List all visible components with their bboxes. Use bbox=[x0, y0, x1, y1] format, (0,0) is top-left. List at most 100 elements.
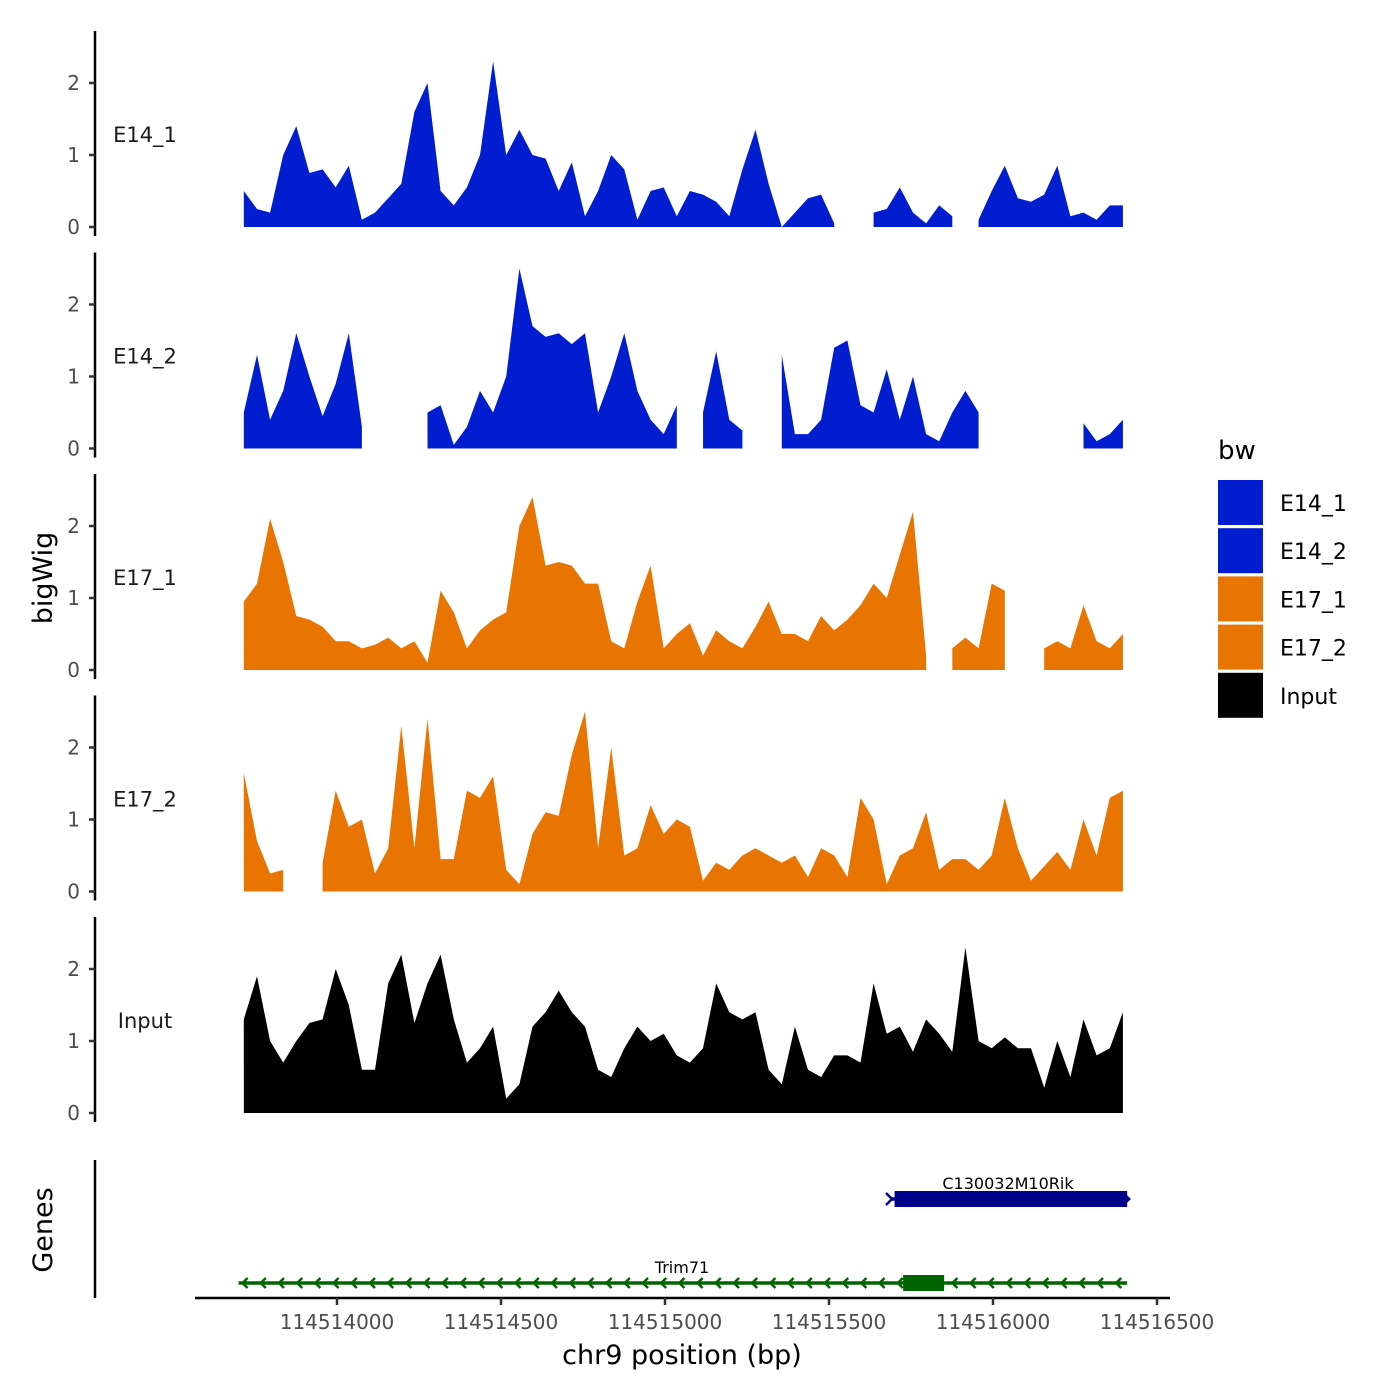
area-segment bbox=[322, 711, 1123, 892]
strand-arrow-icon bbox=[1114, 1277, 1123, 1289]
legend-swatch bbox=[1218, 528, 1263, 574]
y-tick-label: 1 bbox=[67, 143, 80, 167]
strand-arrow-icon bbox=[968, 1277, 977, 1289]
gene-trim71: Trim71 bbox=[238, 1258, 1128, 1291]
strand-arrow-icon bbox=[1005, 1277, 1013, 1289]
track-label: Input bbox=[118, 1009, 172, 1033]
y-tick-label: 0 bbox=[67, 437, 80, 461]
legend-swatch bbox=[1218, 480, 1263, 525]
area-segment bbox=[427, 268, 677, 449]
gene-label: Trim71 bbox=[654, 1258, 709, 1277]
y-tick-label: 1 bbox=[67, 365, 80, 389]
y-tick-label: 2 bbox=[67, 293, 80, 317]
strand-arrow-icon bbox=[459, 1277, 467, 1289]
strand-arrow-icon bbox=[513, 1277, 522, 1289]
track-e14-1: 0 1 2 E14_1 bbox=[67, 31, 1123, 239]
exon-block bbox=[903, 1275, 945, 1291]
y-tick-label: 2 bbox=[67, 736, 80, 760]
strand-arrow-icon bbox=[950, 1277, 959, 1289]
y-tick-label: 0 bbox=[67, 880, 80, 904]
strand-arrow-icon bbox=[441, 1277, 449, 1289]
legend-label: E17_1 bbox=[1280, 588, 1347, 613]
x-tick-label: 114515000 bbox=[608, 1310, 723, 1334]
track-e17-1: 0 1 2 E17_1 bbox=[67, 474, 1123, 682]
area-segment bbox=[781, 340, 979, 449]
strand-arrow-icon bbox=[313, 1277, 322, 1289]
y-tick-label: 0 bbox=[67, 215, 80, 239]
y-tick-label: 2 bbox=[67, 957, 80, 981]
legend-swatch bbox=[1218, 624, 1263, 670]
x-axis: 114514000 114514500 114515000 114515500 1145… bbox=[195, 1296, 1214, 1334]
y-tick-label: 1 bbox=[67, 808, 80, 832]
area-segment bbox=[243, 497, 927, 670]
area-segment bbox=[243, 947, 1123, 1113]
legend-label: E17_2 bbox=[1280, 637, 1347, 662]
strand-arrow-icon bbox=[823, 1277, 831, 1289]
strand-arrow-icon bbox=[623, 1277, 631, 1289]
strand-arrow-icon bbox=[295, 1277, 304, 1289]
track-input: 0 1 2 Input bbox=[67, 917, 1123, 1125]
area-segment bbox=[243, 772, 284, 892]
strand-arrow-icon bbox=[368, 1277, 376, 1289]
track-label: E17_2 bbox=[113, 788, 177, 813]
y-tick-label: 1 bbox=[67, 1029, 80, 1053]
strand-arrow-icon bbox=[841, 1277, 850, 1289]
strand-arrow-icon bbox=[677, 1277, 686, 1289]
legend: bw E14_1 E14_2 E17_1 E17_2 Input bbox=[1218, 436, 1347, 718]
strand-arrow-icon bbox=[786, 1277, 795, 1289]
area-segment bbox=[243, 333, 362, 449]
strand-arrow-icon bbox=[350, 1277, 358, 1289]
strand-arrow-icon bbox=[859, 1277, 868, 1289]
track-label: E14_2 bbox=[113, 345, 177, 370]
area-segment bbox=[243, 61, 835, 228]
strand-arrow-icon bbox=[495, 1277, 504, 1289]
legend-label: Input bbox=[1280, 685, 1337, 710]
legend-swatch bbox=[1218, 576, 1263, 622]
strand-arrow-icon bbox=[896, 1277, 904, 1289]
strand-arrow-icon bbox=[1041, 1277, 1050, 1289]
signal-tracks: 0 1 2 E14_1 0 1 2 E14_2 0 1 2 E17_1 0 1 2 E17_2 0 1 2 Input bbox=[67, 31, 1123, 1125]
strand-arrow-icon bbox=[885, 1192, 894, 1206]
strand-arrow-icon bbox=[659, 1277, 668, 1289]
strand-arrow-icon bbox=[768, 1277, 777, 1289]
strand-arrow-icon bbox=[240, 1277, 249, 1289]
strand-arrow-icon bbox=[1023, 1277, 1032, 1289]
area-segment bbox=[703, 351, 743, 449]
strand-arrow-icon bbox=[422, 1277, 431, 1289]
strand-arrow-icon bbox=[695, 1277, 704, 1289]
area-segment bbox=[873, 187, 953, 227]
x-tick-label: 114514500 bbox=[444, 1310, 559, 1334]
area-segment bbox=[1044, 605, 1123, 670]
area-segment bbox=[1083, 419, 1123, 449]
exon-block bbox=[894, 1191, 1128, 1207]
x-axis-title: chr9 position (bp) bbox=[562, 1340, 802, 1371]
y-tick-label: 0 bbox=[67, 1101, 80, 1125]
strand-arrow-icon bbox=[586, 1277, 595, 1289]
strand-arrow-icon bbox=[550, 1277, 558, 1289]
strand-arrow-icon bbox=[750, 1277, 759, 1289]
strand-arrow-icon bbox=[805, 1277, 813, 1289]
strand-arrow-icon bbox=[714, 1277, 722, 1289]
y-tick-label: 2 bbox=[67, 71, 80, 95]
track-e17-2: 0 1 2 E17_2 bbox=[67, 695, 1123, 904]
strand-arrow-icon bbox=[1078, 1277, 1086, 1289]
track-label: E14_1 bbox=[113, 123, 177, 148]
x-tick-label: 114515500 bbox=[772, 1310, 887, 1334]
strand-arrow-icon bbox=[277, 1277, 285, 1289]
y-tick-label: 2 bbox=[67, 514, 80, 538]
gene-track: C130032M10Rik Trim71 bbox=[93, 1160, 1131, 1298]
strand-arrow-icon bbox=[877, 1277, 886, 1289]
strand-arrow-icon bbox=[404, 1277, 413, 1289]
gene-label: C130032M10Rik bbox=[942, 1174, 1074, 1193]
strand-arrow-icon bbox=[1059, 1277, 1068, 1289]
x-tick-label: 114516000 bbox=[936, 1310, 1051, 1334]
y-axis-title: bigWig bbox=[28, 532, 59, 625]
strand-arrow-icon bbox=[259, 1277, 267, 1289]
legend-label: E14_1 bbox=[1280, 492, 1347, 517]
strand-arrow-icon bbox=[641, 1277, 649, 1289]
strand-arrow-icon bbox=[604, 1277, 613, 1289]
strand-arrow-icon bbox=[532, 1277, 540, 1289]
genes-axis-title: Genes bbox=[28, 1187, 59, 1272]
strand-arrow-icon bbox=[477, 1277, 486, 1289]
